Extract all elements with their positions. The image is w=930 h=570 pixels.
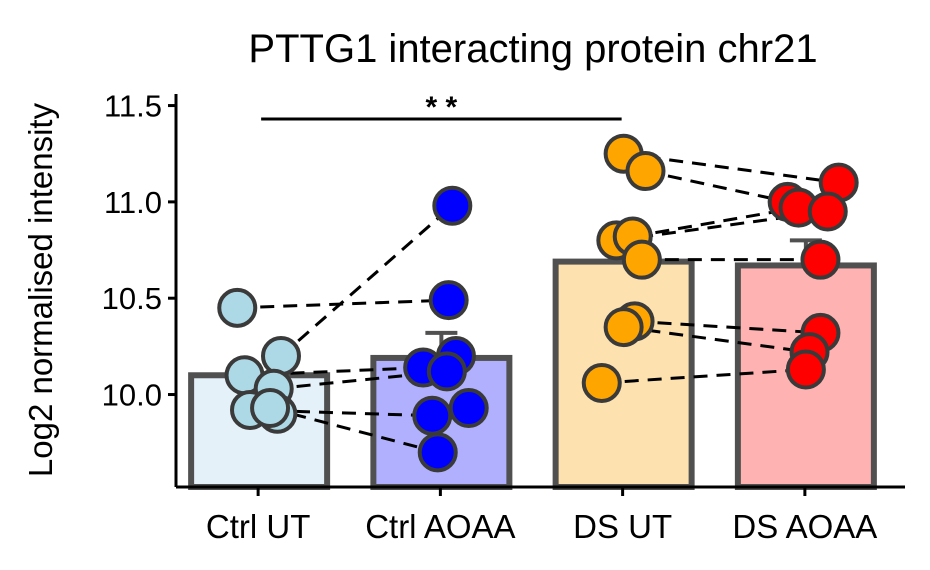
significance-layer: * * (261, 91, 622, 124)
connection-line-0 (237, 298, 449, 310)
data-point-0-1 (260, 336, 301, 376)
axes-layer: 10.0 10.5 11.0 11.5 Ctrl UT Ctrl AOAA DS UT DS … (102, 89, 905, 545)
connection-line-12 (623, 325, 810, 354)
data-point-1-6 (412, 395, 453, 436)
data-point-1-0 (432, 185, 473, 226)
x-tick-label-1: Ctrl AOAA (365, 508, 515, 545)
data-point-1-4 (426, 351, 467, 392)
y-tick-label-3: 11.5 (104, 89, 162, 124)
connection-line-7 (645, 169, 788, 204)
data-point-2-7 (581, 362, 622, 403)
data-point-1-7 (417, 432, 458, 473)
connection-line-13 (601, 367, 806, 385)
data-point-2-4 (621, 239, 662, 280)
data-point-1-1 (428, 280, 469, 321)
data-point-0-0 (217, 287, 258, 328)
chart-title: PTTG1 interacting protein chr21 (248, 27, 817, 71)
data-point-3-4 (800, 239, 841, 280)
bar-2 (552, 258, 695, 490)
data-point-3-7 (785, 349, 826, 390)
y-tick-label-0: 10.0 (102, 378, 162, 413)
significance-label: * * (426, 91, 458, 124)
y-axis-label: Log2 normalised intensity (22, 102, 59, 477)
connection-line-1 (280, 204, 454, 358)
data-point-3-3 (807, 191, 848, 232)
y-tick-label-1: 10.5 (102, 281, 162, 316)
y-tick-label-2: 11.0 (104, 185, 162, 220)
connection-line-11 (634, 319, 821, 335)
data-point-2-6 (603, 307, 644, 348)
points-layer (217, 133, 859, 473)
x-tick-label-2: DS UT (573, 508, 672, 545)
data-point-0-6 (250, 388, 291, 429)
connection-line-5 (269, 406, 439, 454)
data-point-1-5 (448, 388, 489, 429)
data-point-2-1 (625, 151, 666, 192)
x-tick-label-0: Ctrl UT (206, 508, 310, 545)
x-tick-label-3: DS AOAA (732, 508, 877, 545)
